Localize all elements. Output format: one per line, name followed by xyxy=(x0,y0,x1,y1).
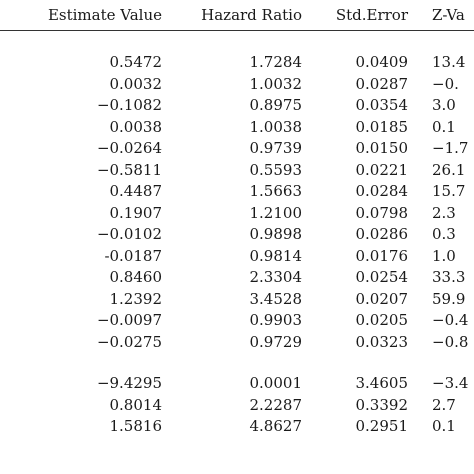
cell-z-value: 1.0 xyxy=(432,247,456,265)
cell-estimate-value: −0.0264 xyxy=(96,139,162,157)
cell-z-value: 2.3 xyxy=(432,204,456,222)
cell-z-value: 59.9 xyxy=(432,290,466,308)
cell-std-error: 0.0254 xyxy=(355,268,409,286)
cell-hazard-ratio: 0.9898 xyxy=(249,225,303,243)
cell-z-value: 0.1 xyxy=(432,118,456,136)
cell-hazard-ratio: 1.5663 xyxy=(249,182,303,200)
cell-hazard-ratio: 3.4528 xyxy=(249,290,303,308)
cell-hazard-ratio: 2.3304 xyxy=(249,268,303,286)
cell-std-error: 0.0409 xyxy=(355,53,409,71)
cell-z-value: −3.4 xyxy=(432,374,469,392)
cell-estimate-value: −0.0275 xyxy=(96,333,162,351)
cell-std-error: 0.0207 xyxy=(355,290,409,308)
cell-std-error: 0.0205 xyxy=(355,311,409,329)
cell-hazard-ratio: 1.0038 xyxy=(249,118,303,136)
cell-z-value: 0.1 xyxy=(432,417,456,435)
cell-std-error: 3.4605 xyxy=(355,374,409,392)
cell-estimate-value: −0.0097 xyxy=(96,311,162,329)
cell-estimate-value: −0.1082 xyxy=(96,96,162,114)
cell-hazard-ratio: 1.2100 xyxy=(249,204,303,222)
cell-hazard-ratio: 0.9729 xyxy=(249,333,303,351)
cell-estimate-value: 0.8014 xyxy=(109,396,163,414)
cell-estimate-value: 0.4487 xyxy=(109,182,163,200)
cell-z-value: 3.0 xyxy=(432,96,456,114)
cell-estimate-value: 1.5816 xyxy=(109,417,163,435)
cell-estimate-value: −0.0102 xyxy=(96,225,162,243)
header-z-value: Z-Va xyxy=(432,6,465,24)
cell-estimate-value: 0.8460 xyxy=(109,268,163,286)
cell-z-value: 33.3 xyxy=(432,268,466,286)
cell-std-error: 0.0798 xyxy=(355,204,409,222)
header-std-error: Std.Error xyxy=(335,6,408,24)
cell-std-error: 0.0221 xyxy=(355,161,409,179)
cell-z-value: 13.4 xyxy=(432,53,466,71)
cell-hazard-ratio: 4.8627 xyxy=(249,417,303,435)
cell-hazard-ratio: 0.9739 xyxy=(249,139,303,157)
cell-hazard-ratio: 0.9814 xyxy=(249,247,303,265)
cell-std-error: 0.0185 xyxy=(355,118,409,136)
cell-hazard-ratio: 0.0001 xyxy=(249,374,303,392)
cell-hazard-ratio: 0.5593 xyxy=(249,161,303,179)
cell-std-error: 0.0287 xyxy=(355,75,409,93)
cell-z-value: −0.8 xyxy=(432,333,469,351)
cell-z-value: −1.7 xyxy=(432,139,469,157)
cell-std-error: 0.0150 xyxy=(355,139,409,157)
cell-estimate-value: -0.0187 xyxy=(104,247,162,265)
cell-estimate-value: 0.1907 xyxy=(109,204,163,222)
cell-estimate-value: 0.0032 xyxy=(109,75,163,93)
cell-std-error: 0.0284 xyxy=(355,182,409,200)
cell-hazard-ratio: 0.8975 xyxy=(249,96,303,114)
cell-z-value: −0. xyxy=(432,75,459,93)
cell-estimate-value: −9.4295 xyxy=(96,374,162,392)
cell-hazard-ratio: 2.2287 xyxy=(249,396,303,414)
cell-z-value: 15.7 xyxy=(432,182,466,200)
cell-z-value: −0.4 xyxy=(432,311,469,329)
cell-std-error: 0.0286 xyxy=(355,225,409,243)
cell-z-value: 0.3 xyxy=(432,225,456,243)
cell-std-error: 0.2951 xyxy=(355,417,409,435)
cell-estimate-value: 0.5472 xyxy=(109,53,163,71)
header-hazard-ratio: Hazard Ratio xyxy=(201,6,302,24)
cell-std-error: 0.0323 xyxy=(355,333,409,351)
cell-estimate-value: −0.5811 xyxy=(96,161,162,179)
cell-std-error: 0.0354 xyxy=(355,96,409,114)
cell-z-value: 2.7 xyxy=(432,396,456,414)
cell-z-value: 26.1 xyxy=(432,161,466,179)
cell-hazard-ratio: 1.0032 xyxy=(249,75,303,93)
cell-estimate-value: 1.2392 xyxy=(109,290,163,308)
cell-std-error: 0.0176 xyxy=(355,247,409,265)
cell-estimate-value: 0.0038 xyxy=(109,118,163,136)
cell-hazard-ratio: 1.7284 xyxy=(249,53,303,71)
header-estimate-value: Estimate Value xyxy=(47,6,162,24)
cell-hazard-ratio: 0.9903 xyxy=(249,311,303,329)
cell-std-error: 0.3392 xyxy=(355,396,409,414)
header-rule xyxy=(0,30,474,31)
